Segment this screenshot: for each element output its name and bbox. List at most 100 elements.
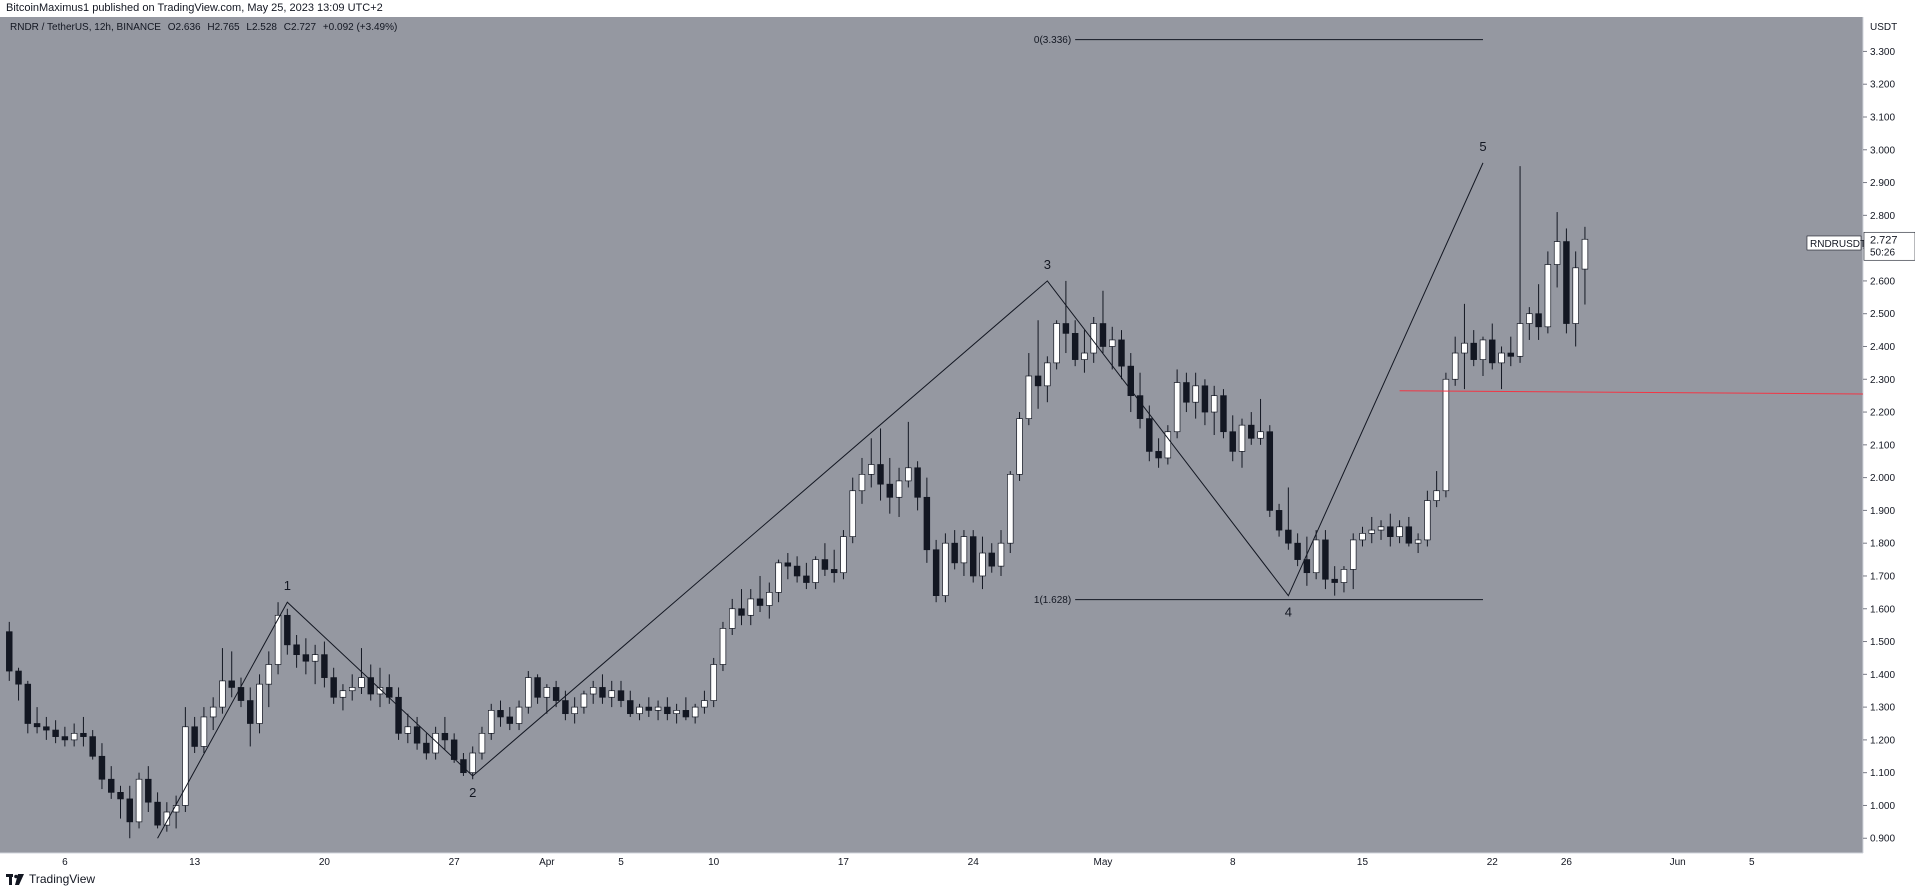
candle-down [293,644,300,656]
candle-down [126,798,133,823]
candle-up [478,732,486,754]
candle-down [1034,375,1042,387]
candle-up [209,706,217,718]
candle-down [302,654,310,662]
candle-down [552,687,560,701]
candle-up [1368,529,1375,534]
candle-up [1312,539,1320,574]
candle-down [932,549,940,596]
candle-up [1173,382,1181,433]
price-tick-label: 1.500 [1870,637,1895,648]
candle-down [321,654,328,678]
legend-high-value: 2.765 [215,22,240,33]
candle-down [497,710,504,718]
candle-up [1238,424,1246,452]
chart-area[interactable]: USDT 0.900 1.000 1.100 1.200 1.300 1.400 1.500… [0,17,1915,869]
candle-up [1433,490,1440,501]
candle-up [1572,267,1579,324]
candle-down [1507,352,1515,357]
price-chart[interactable]: USDT 0.900 1.000 1.100 1.200 1.300 1.400 1.500… [0,17,1915,869]
candle-up [1350,539,1357,570]
candle-up [849,490,856,537]
candle-up [942,542,949,596]
candle-down [988,552,995,567]
candle-up [608,690,615,698]
candle-down [228,680,235,688]
legend-close-value: 2.727 [291,22,316,33]
candle-down [1387,526,1394,537]
candle-up [1526,313,1533,324]
candle-up [1044,362,1051,387]
tradingview-logo[interactable]: TradingView [6,872,95,886]
candle-down [1127,365,1134,397]
candle-down [821,559,829,570]
legend-low-label: L [246,22,252,33]
candle-up [1053,323,1060,364]
candle-up [1451,352,1459,380]
candle-down [43,726,50,731]
ticker-label-box [1806,235,1862,251]
candle-up [1025,375,1033,419]
candle-down [627,700,634,715]
candle-up [1516,323,1524,357]
price-tick-label: 3.200 [1870,80,1895,91]
time-tick-label: May [1094,857,1113,868]
time-axis-background[interactable] [0,853,1915,869]
price-tick-label: 2.200 [1870,408,1895,419]
candle-down [108,778,115,793]
chart-pane-background[interactable] [0,17,1863,853]
candle-up [701,700,708,708]
time-tick-label: 20 [319,857,331,868]
candle-up [488,710,495,734]
candlestick-series[interactable] [6,166,1589,839]
time-tick-label: 26 [1561,857,1573,868]
price-tick-label: 1.300 [1870,703,1895,714]
time-tick-label: 8 [1230,857,1236,868]
support-line [1399,390,1864,395]
time-tick-label: 6 [62,857,68,868]
candle-down [534,677,541,698]
candle-down [1535,313,1542,328]
candle-up [404,726,412,734]
candle-up [432,732,439,754]
candle-down [24,683,32,724]
candle-down [284,614,291,646]
candle-up [1461,342,1468,354]
legend-high-label: H [207,22,214,33]
candle-down [506,716,513,724]
candle-up [589,687,597,695]
candle-up [135,778,143,823]
candle-up [1396,526,1403,537]
candle-down [191,726,198,747]
legend-change-value: +0.092 (+3.49%) [323,22,398,33]
price-tick-label: 2.400 [1870,342,1895,353]
candle-up [256,683,263,724]
price-axis-background[interactable] [1863,17,1915,853]
candle-down [599,687,606,698]
time-tick-label: 5 [1749,857,1755,868]
candle-down [1183,382,1190,403]
time-tick-label: 27 [449,857,461,868]
drawing-annotations[interactable]: 1 2 3 4 5 0(3.336) 1(1.628) [157,35,1864,839]
candle-up [905,467,912,482]
candle-down [1266,431,1274,511]
price-tick-label: 0.900 [1870,834,1895,845]
candle-up [1007,473,1014,544]
candle-down [877,464,884,485]
candle-down [1303,559,1311,574]
price-tick-label: 2.100 [1870,440,1895,451]
price-axis-unit: USDT [1870,22,1897,33]
candle-down [1062,323,1070,334]
wave-label-2: 2 [469,785,476,800]
candle-down [793,565,801,577]
candle-up [719,628,727,665]
price-tick-label: 2.800 [1870,211,1895,222]
candle-down [1248,424,1255,439]
candle-down [1099,323,1107,347]
candle-up [1581,238,1589,270]
candle-down [1470,342,1477,360]
candle-down [6,631,13,672]
last-price-box [1863,231,1915,261]
elliott-wave-line [157,162,1484,839]
candle-down [395,696,402,734]
